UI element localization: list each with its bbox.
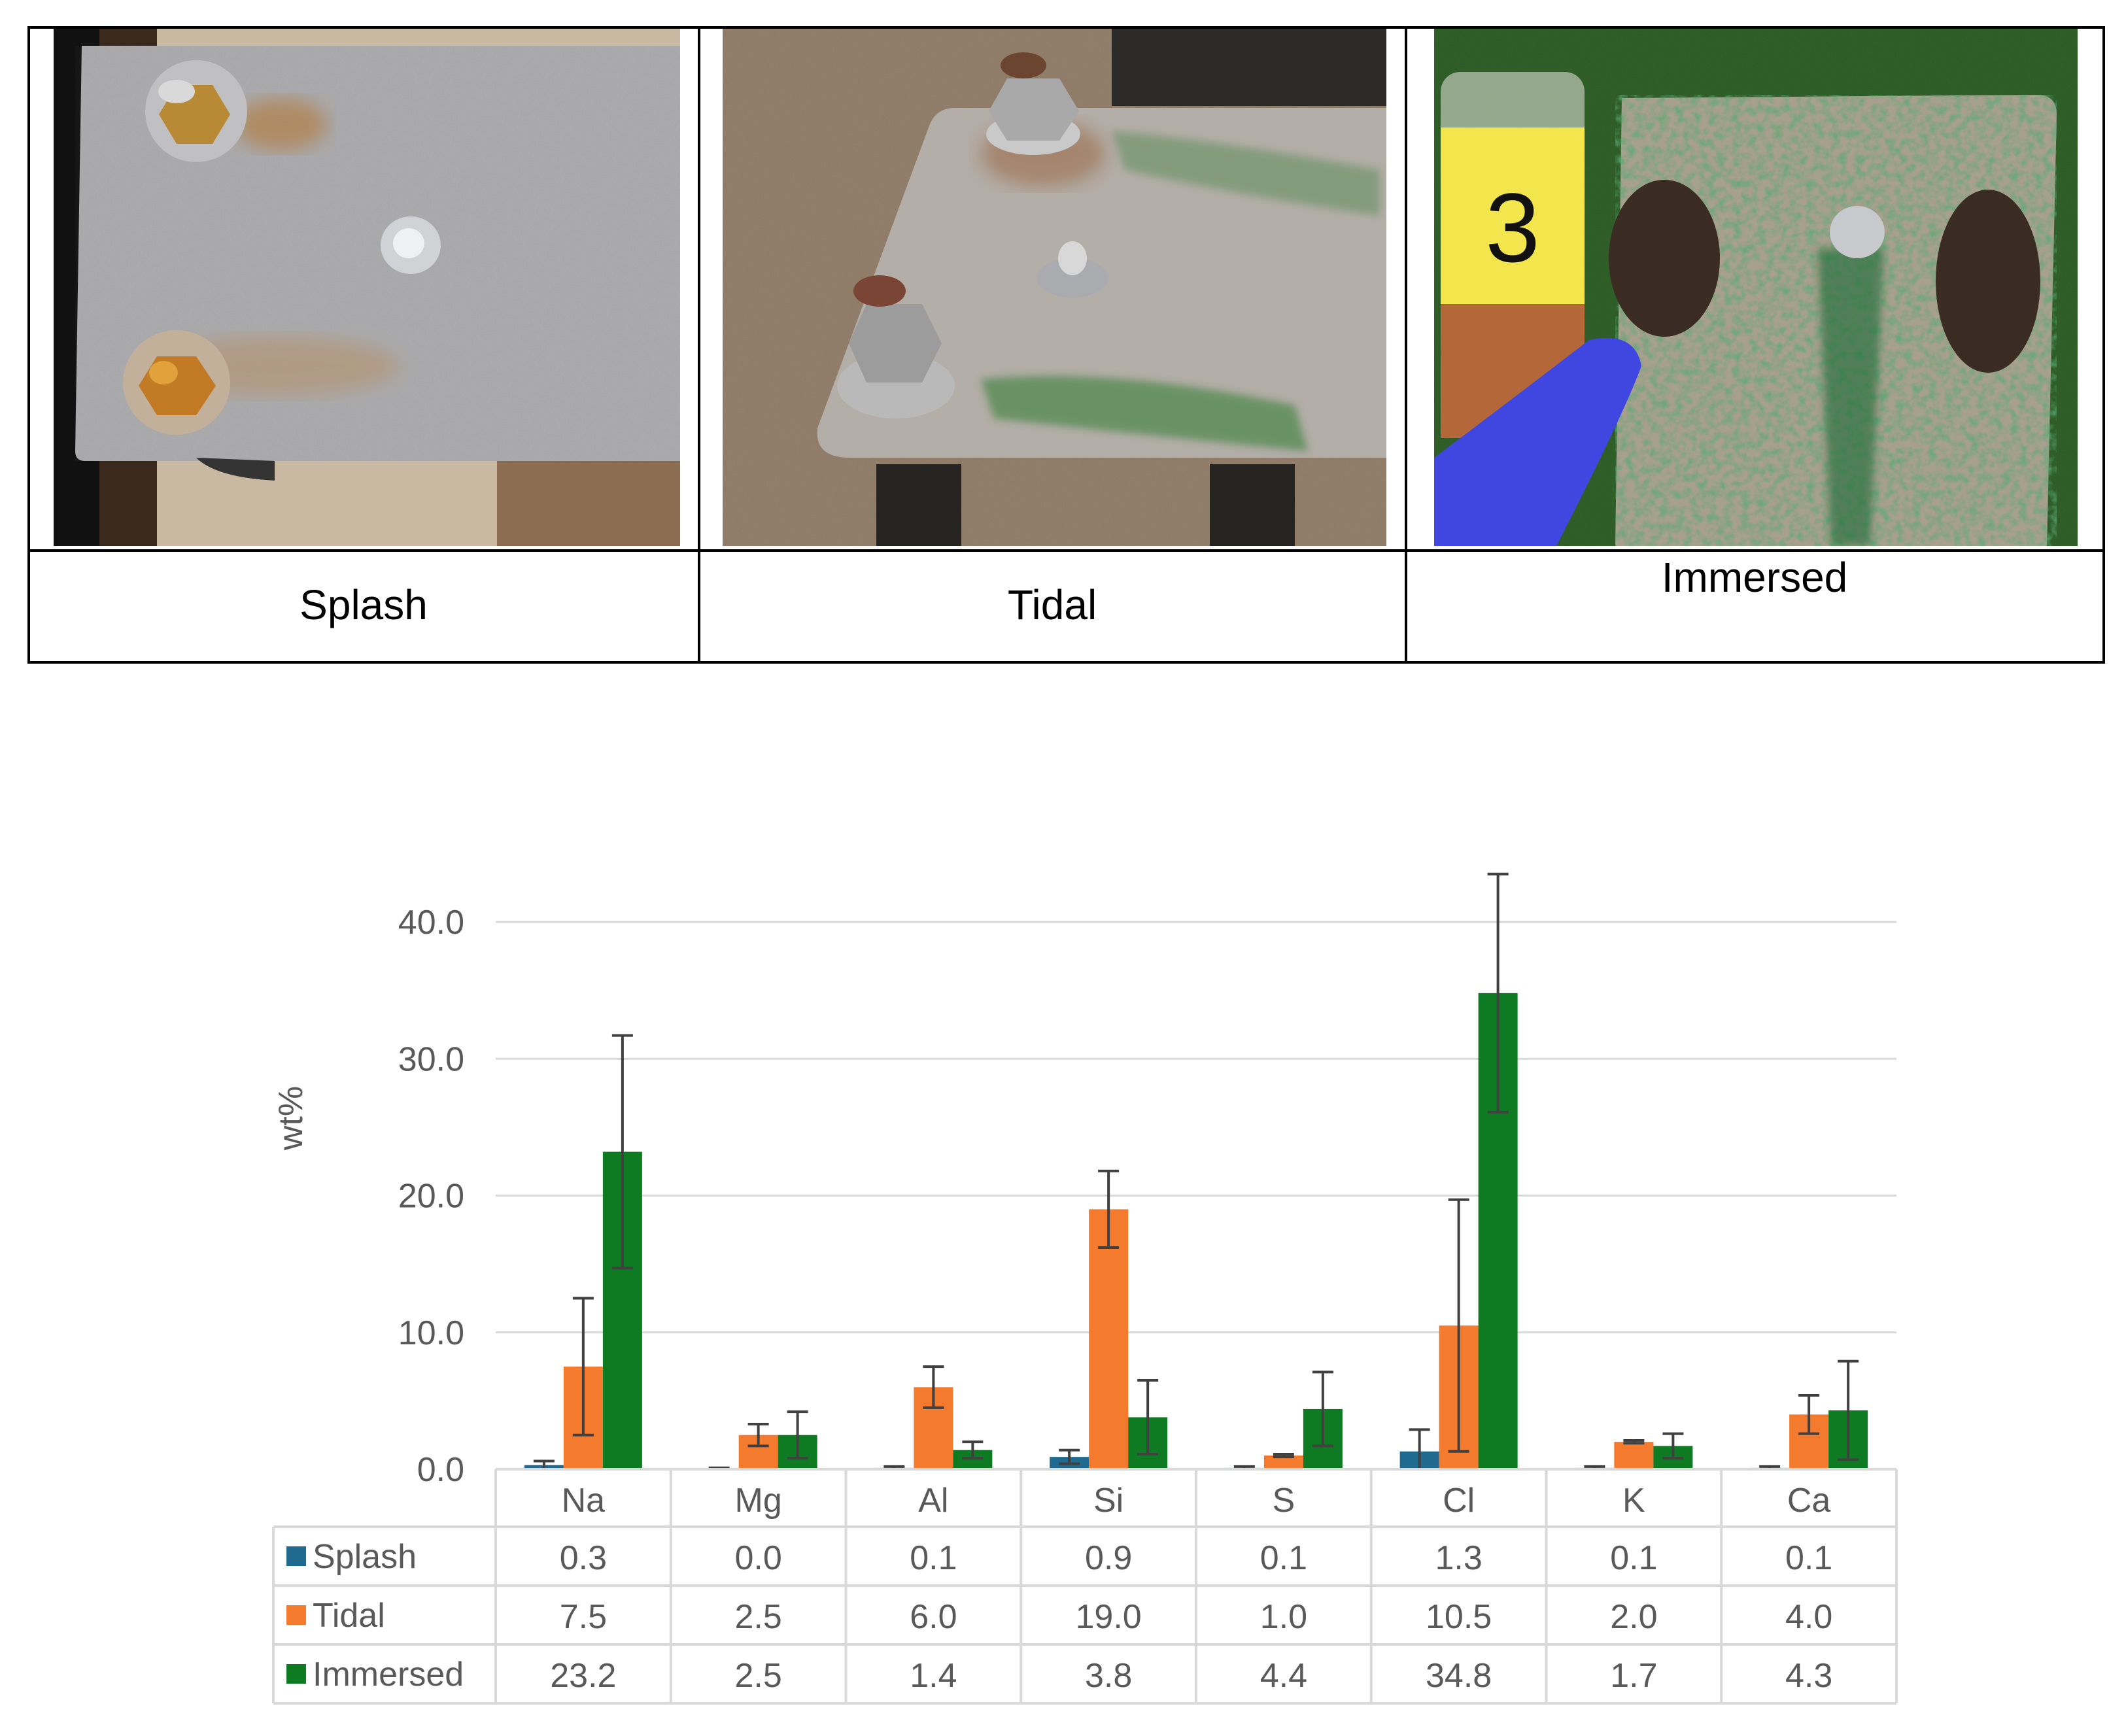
data-label: 4.3 <box>1785 1657 1832 1695</box>
x-category-label: S <box>1273 1482 1295 1520</box>
y-tick-labels: 0.0 10.0 20.0 30.0 40.0 <box>398 904 464 1489</box>
photo-tidal <box>723 27 1386 546</box>
data-label: 23.2 <box>550 1657 616 1695</box>
legend-swatch-tidal <box>286 1605 306 1625</box>
error-bar <box>1448 1198 1469 1453</box>
bars <box>524 993 1868 1469</box>
caption-tidal: Tidal <box>1008 581 1097 628</box>
data-label: 6.0 <box>910 1598 957 1636</box>
error-bar <box>1798 1394 1820 1435</box>
caption-splash: Splash <box>300 581 428 628</box>
data-label: 10.5 <box>1426 1598 1492 1636</box>
x-category-label: Si <box>1093 1482 1123 1520</box>
x-category-label: Na <box>562 1482 606 1520</box>
bar-tidal-s <box>1263 1455 1303 1469</box>
x-category-label: Cl <box>1443 1482 1475 1520</box>
error-bar <box>923 1365 944 1409</box>
y-tick-label: 30.0 <box>398 1040 464 1078</box>
y-axis-title: wt% <box>272 1086 310 1151</box>
x-category-label: Mg <box>735 1482 782 1520</box>
error-bar <box>787 1410 808 1460</box>
error-bar <box>1623 1439 1645 1445</box>
gridlines <box>496 921 1896 1334</box>
data-label: 4.4 <box>1260 1657 1307 1695</box>
legend-label-splash: Splash <box>313 1538 417 1576</box>
photo-table: 3 Splash Tidal Immersed <box>27 26 2105 664</box>
error-bar <box>1098 1169 1120 1250</box>
legend-label-tidal: Tidal <box>313 1597 385 1635</box>
data-label: 0.1 <box>1260 1539 1307 1577</box>
error-bar <box>1137 1378 1159 1455</box>
data-label: 0.9 <box>1085 1539 1132 1577</box>
legend-label-immersed: Immersed <box>313 1656 464 1693</box>
y-tick-label: 10.0 <box>398 1314 464 1352</box>
data-label: 3.8 <box>1085 1657 1132 1695</box>
data-label: 34.8 <box>1426 1657 1492 1695</box>
error-bar <box>572 1297 594 1437</box>
data-label: 2.5 <box>734 1598 781 1636</box>
x-category-label: K <box>1622 1482 1645 1520</box>
caption-immersed: Immersed <box>1662 554 1848 601</box>
error-bar <box>1312 1370 1333 1448</box>
x-category-label: Al <box>918 1482 948 1520</box>
error-bar <box>962 1440 984 1460</box>
error-bar <box>1487 872 1509 1114</box>
x-category-label: Ca <box>1787 1482 1831 1520</box>
error-bar <box>747 1422 769 1448</box>
bar-tidal-si <box>1089 1209 1129 1469</box>
data-label: 2.0 <box>1610 1598 1657 1636</box>
data-label: 0.3 <box>560 1539 607 1577</box>
data-label: 0.1 <box>910 1539 957 1577</box>
data-label: 1.0 <box>1260 1598 1307 1636</box>
data-label: 1.4 <box>910 1657 957 1695</box>
data-label: 4.0 <box>1785 1598 1832 1636</box>
photo-splash <box>54 27 680 546</box>
data-label: 1.3 <box>1435 1539 1482 1577</box>
vial-label: 3 <box>1485 173 1539 282</box>
error-bars <box>533 872 1859 1471</box>
bar-chart: 0.0 10.0 20.0 30.0 40.0 wt% Na Mg Al Si S Cl K Ca Sp… <box>272 872 1898 1705</box>
data-label: 19.0 <box>1076 1598 1142 1636</box>
data-label: 0.1 <box>1610 1539 1657 1577</box>
error-bar <box>611 1034 633 1270</box>
y-tick-label: 20.0 <box>398 1178 464 1216</box>
error-bar <box>1662 1432 1684 1460</box>
data-label: 7.5 <box>560 1598 607 1636</box>
bar-tidal-k <box>1614 1442 1654 1469</box>
data-label: 0.1 <box>1785 1539 1832 1577</box>
y-tick-label: 0.0 <box>417 1451 464 1489</box>
y-tick-label: 40.0 <box>398 904 464 942</box>
error-bar <box>1273 1452 1294 1459</box>
error-bar <box>1059 1448 1080 1465</box>
data-label: 0.0 <box>734 1539 781 1577</box>
data-table: Na Mg Al Si S Cl K Ca Splash 0.3 0.0 0.1 0.9 0.1 1.3 0.… <box>272 1468 1898 1705</box>
data-label: 2.5 <box>734 1657 781 1695</box>
legend-swatch-immersed <box>286 1664 306 1684</box>
photo-immersed: 3 <box>1434 27 2078 546</box>
legend-swatch-splash <box>286 1546 306 1566</box>
data-label: 1.7 <box>1610 1657 1657 1695</box>
error-bar <box>1838 1359 1859 1461</box>
